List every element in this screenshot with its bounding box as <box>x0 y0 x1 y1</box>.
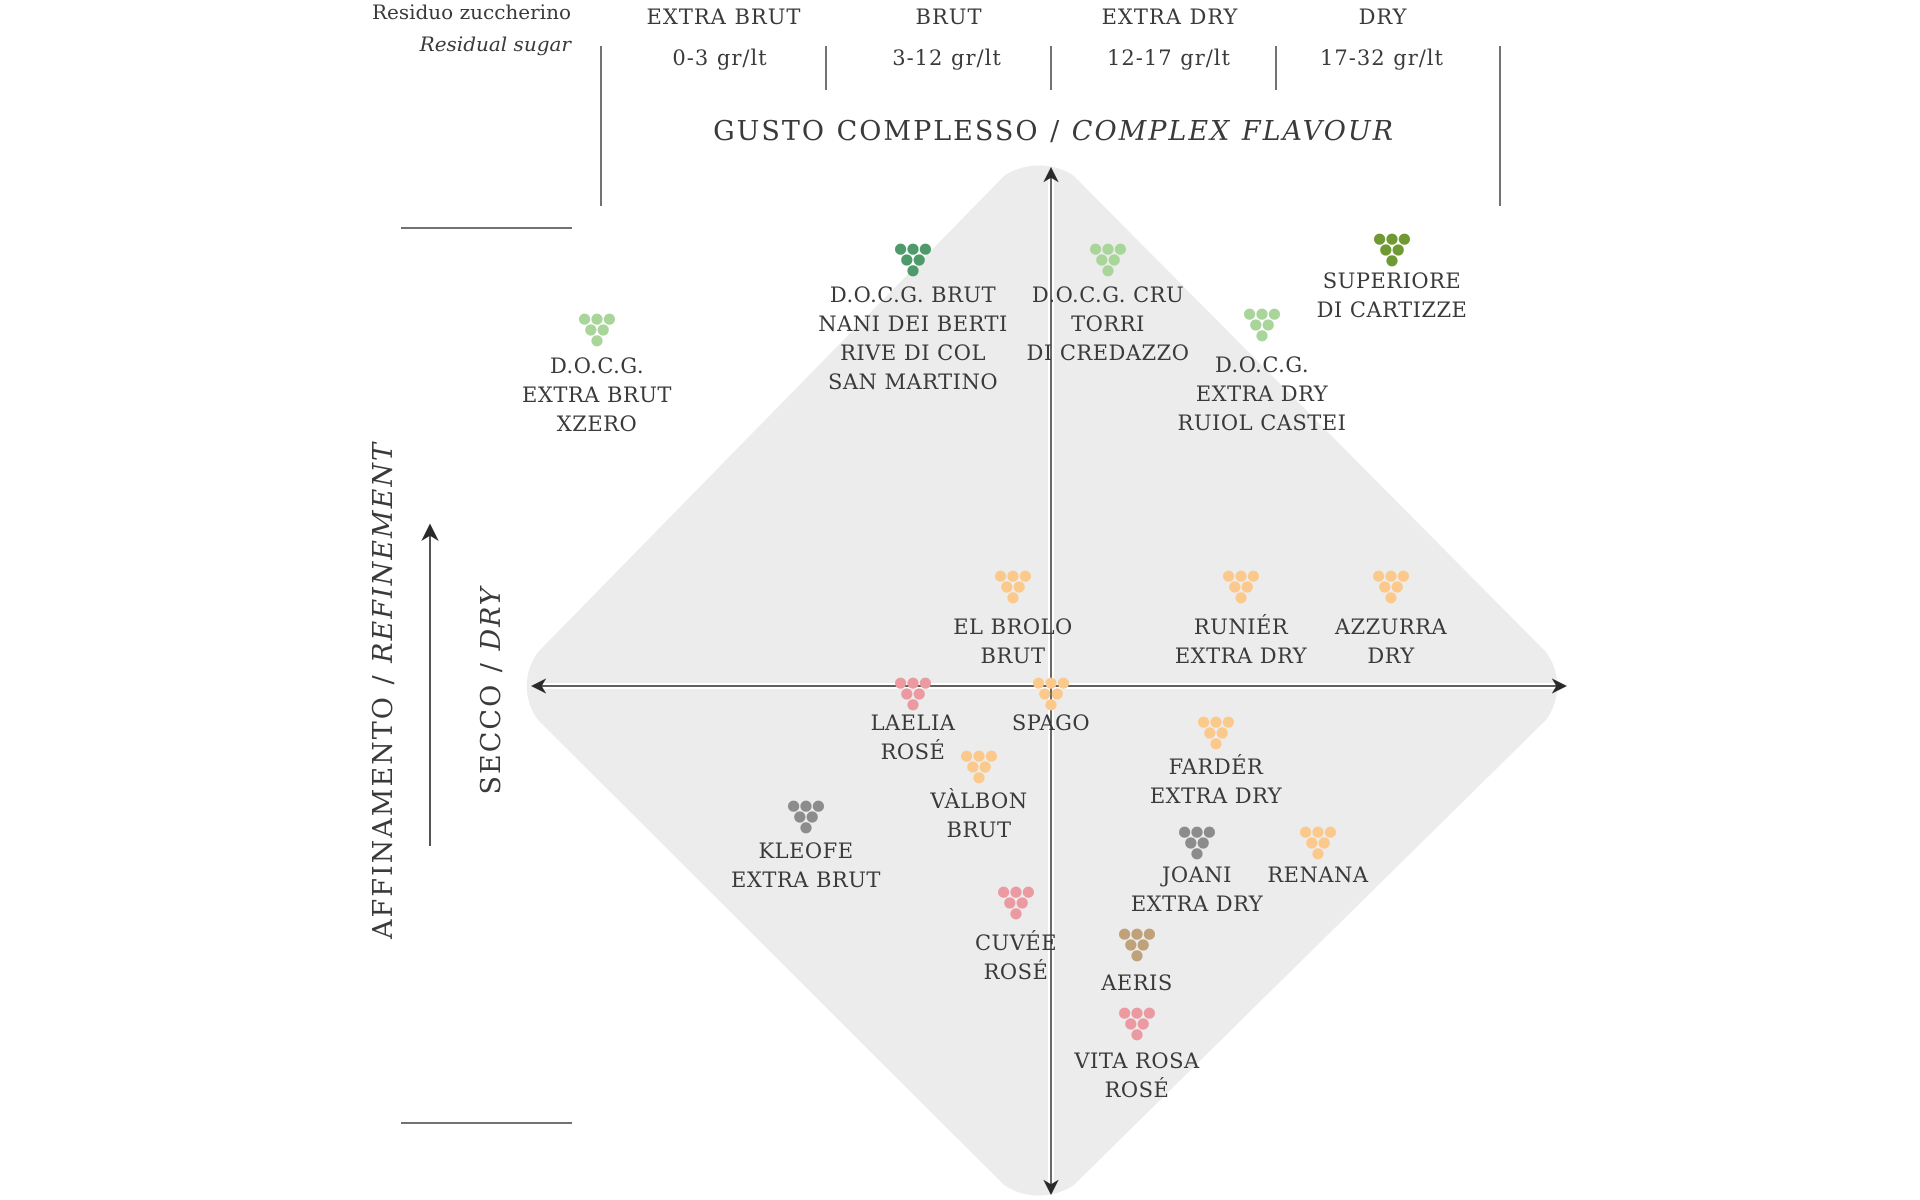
sugar-scale: EXTRA BRUT BRUT EXTRA DRY DRY 0-3 gr/lt … <box>600 5 1501 206</box>
wine-marker: KLEOFE EXTRA BRUT <box>731 800 881 892</box>
sugar-column-range: 0-3 gr/lt <box>672 46 767 70</box>
sugar-column-name: DRY <box>1359 5 1408 29</box>
wine-name-line: SAN MARTINO <box>828 370 998 394</box>
wine-name-line: SUPERIORE <box>1323 269 1462 293</box>
wine-name-line: EXTRA BRUT <box>522 383 672 407</box>
grape-icon <box>1119 928 1155 962</box>
wine-name-line: ROSÉ <box>984 960 1049 984</box>
wine-name-line: XZERO <box>557 412 637 436</box>
sugar-column-range: 3-12 gr/lt <box>892 46 1002 70</box>
wine-name-line: D.O.C.G. <box>550 354 644 378</box>
wine-marker: JOANI EXTRA DRY <box>1131 826 1264 916</box>
wine-marker: D.O.C.G. CRU TORRI DI CREDAZZO <box>1027 243 1190 365</box>
wines-layer: D.O.C.G. EXTRA BRUT XZERO D.O.C.G. BRUT NANI… <box>522 233 1468 1102</box>
wine-name-line: EL BROLO <box>953 615 1073 639</box>
wine-marker: VÀLBON BRUT <box>929 750 1027 842</box>
complex-flavour-axis-title: GUSTO COMPLESSO / COMPLEX FLAVOUR <box>713 116 1395 147</box>
grape-icon <box>1223 570 1259 604</box>
wine-name-line: RUNIÉR <box>1194 615 1289 639</box>
wine-marker: FARDÉR EXTRA DRY <box>1150 716 1283 808</box>
wine-marker: LAELIA ROSÉ <box>871 677 956 764</box>
grape-icon <box>995 570 1031 604</box>
wine-marker: RENANA <box>1267 826 1369 887</box>
wine-name-line: D.O.C.G. <box>1215 353 1309 377</box>
residual-sugar-label-en: Residual sugar <box>419 32 573 56</box>
wine-name-line: D.O.C.G. CRU <box>1032 283 1184 307</box>
dry-axis-title: SECCO / DRY <box>476 585 507 794</box>
wine-name-line: LAELIA <box>871 711 956 735</box>
refinement-axis-title: AFFINAMENTO / REFINEMENT <box>368 441 399 940</box>
grape-icon <box>998 886 1034 920</box>
wine-marker: AZZURRA DRY <box>1334 570 1448 668</box>
wine-name-line: AZZURRA <box>1334 615 1448 639</box>
wine-marker: RUNIÉR EXTRA DRY <box>1175 570 1308 668</box>
sugar-column-name: BRUT <box>916 5 983 29</box>
grape-icon <box>1198 716 1234 750</box>
grape-icon <box>579 313 616 347</box>
sugar-column-range: 17-32 gr/lt <box>1320 46 1444 70</box>
wine-marker: CUVÉE ROSÉ <box>975 886 1057 984</box>
wine-name-line: EXTRA DRY <box>1131 892 1264 916</box>
wine-name-line: FARDÉR <box>1169 755 1264 779</box>
wine-name-line: DRY <box>1367 644 1415 668</box>
grape-icon <box>1033 677 1069 711</box>
grape-icon <box>1119 1007 1155 1041</box>
wine-name-line: SPAGO <box>1012 711 1090 735</box>
wine-name-line: VITA ROSA <box>1073 1049 1200 1073</box>
wine-name-line: EXTRA DRY <box>1196 382 1329 406</box>
wine-name-line: BRUT <box>947 818 1012 842</box>
sugar-column-name: EXTRA BRUT <box>647 5 802 29</box>
wine-name-line: DI CREDAZZO <box>1027 341 1190 365</box>
wine-name-line: EXTRA DRY <box>1175 644 1308 668</box>
wine-name-line: ROSÉ <box>881 740 946 764</box>
wine-marker: D.O.C.G. BRUT NANI DEI BERTI RIVE DI COL SA… <box>818 243 1008 394</box>
wine-marker: VITA ROSA ROSÉ <box>1073 1007 1200 1102</box>
wine-name-line: RENANA <box>1267 863 1369 887</box>
grape-icon <box>895 677 932 711</box>
wine-marker: SPAGO <box>1012 677 1090 735</box>
wine-name-line: AERIS <box>1100 971 1173 995</box>
grape-icon <box>1244 308 1280 342</box>
wine-name-line: ROSÉ <box>1105 1078 1170 1102</box>
grape-icon <box>895 243 932 277</box>
wine-name-line: EXTRA DRY <box>1150 784 1283 808</box>
wine-marker: D.O.C.G. EXTRA BRUT XZERO <box>522 313 672 436</box>
wine-name-line: DI CARTIZZE <box>1317 298 1468 322</box>
wine-name-line: TORRI <box>1071 312 1145 336</box>
wine-name-line: KLEOFE <box>758 839 853 863</box>
wine-name-line: RIVE DI COL <box>840 341 986 365</box>
wine-name-line: CUVÉE <box>975 931 1057 955</box>
wine-name-line: D.O.C.G. BRUT <box>830 283 996 307</box>
grape-icon <box>788 800 825 834</box>
wine-name-line: JOANI <box>1160 863 1232 887</box>
wine-name-line: VÀLBON <box>929 789 1027 813</box>
grape-icon <box>1179 826 1215 860</box>
grape-icon <box>1300 826 1336 860</box>
grape-icon <box>1373 570 1409 604</box>
sugar-column-name: EXTRA DRY <box>1102 5 1239 29</box>
wine-marker: D.O.C.G. EXTRA DRY RUIOL CASTEI <box>1178 308 1347 435</box>
sugar-column-range: 12-17 gr/lt <box>1107 46 1231 70</box>
grape-icon <box>1090 243 1126 277</box>
residual-sugar-label-it: Residuo zuccherino <box>372 0 571 24</box>
wine-marker: AERIS <box>1100 928 1173 995</box>
wine-marker: EL BROLO BRUT <box>953 570 1073 668</box>
wine-name-line: RUIOL CASTEI <box>1178 411 1347 435</box>
wine-name-line: EXTRA BRUT <box>731 868 881 892</box>
grape-icon <box>961 750 998 784</box>
wine-marker: SUPERIORE DI CARTIZZE <box>1317 233 1468 322</box>
wine-name-line: NANI DEI BERTI <box>818 312 1008 336</box>
wine-name-line: BRUT <box>981 644 1046 668</box>
grape-icon <box>1374 233 1410 267</box>
